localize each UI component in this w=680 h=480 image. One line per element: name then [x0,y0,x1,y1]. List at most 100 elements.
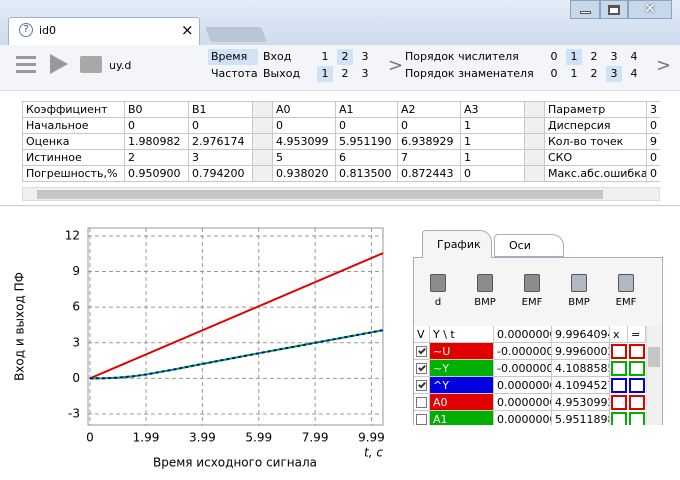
table-cell: 0 [189,118,253,134]
order-option[interactable]: 3 [606,66,622,82]
table-cell: 4.953099 [273,134,336,150]
series-toggle[interactable] [611,378,627,393]
grid-scrollbar[interactable] [646,326,662,425]
y-tick-label: -3 [68,406,80,420]
y-tick-label: 0 [72,371,80,385]
channel-option[interactable]: 3 [361,67,369,80]
tab[interactable]: ? id0 × [8,17,200,45]
panel-button[interactable]: EMF [615,297,637,308]
channel-option[interactable]: 2 [337,49,353,65]
order-option[interactable]: 3 [610,50,618,63]
table-cell: 0.950900 [125,166,189,182]
series-toggle[interactable] [629,344,645,359]
grid-header: = [628,326,646,343]
order-label: Порядок числителя [405,50,519,63]
series-toggle[interactable] [629,361,645,376]
grid-value: 4.1088585 [552,360,610,377]
table-cell: Кол-во точек [545,134,647,150]
table-cell: 2.976174 [189,134,253,150]
button-icon[interactable] [477,274,493,292]
table-cell: 0.938020 [273,166,336,182]
checkbox[interactable] [416,363,427,374]
series-label: ^Y [430,377,494,394]
grid-scroll-thumb[interactable] [648,347,660,367]
series-toggle[interactable] [611,412,627,425]
y-tick-label: 6 [72,300,80,314]
table-cell: СКО [545,150,647,166]
series-toggle[interactable] [611,361,627,376]
channel-option[interactable]: 2 [341,67,349,80]
table-cell: 1 [461,150,525,166]
button-icon[interactable] [571,274,587,292]
open-icon[interactable] [80,56,102,73]
order-option[interactable]: 1 [570,67,578,80]
order-option[interactable]: 1 [566,49,582,65]
series-toggle[interactable] [629,378,645,393]
new-tab[interactable] [205,27,267,42]
table-cell: 7 [398,150,461,166]
mode-option[interactable]: Частота [211,67,258,80]
channel-option[interactable]: 1 [317,66,333,82]
y-tick-label: 12 [65,228,80,242]
mode-option[interactable]: Время [208,49,258,65]
table-cell: A3 [461,102,525,118]
table-cell: Начальное [23,118,125,134]
menu-icon[interactable] [16,56,36,59]
grid-value: 0.0000000 [494,377,552,394]
panel-button[interactable]: BMP [568,297,590,308]
series-toggle[interactable] [629,395,645,410]
order-option[interactable]: 2 [590,50,598,63]
scroll-arrow[interactable]: > [656,55,672,76]
chart: -3 0 3 6 9 12 0 1.99 3.99 5.99 7.99 9.99 Время исход… [13,227,385,470]
tab-close[interactable]: × [181,21,194,39]
order-option[interactable]: 0 [550,50,558,63]
grid-header: Y \ t [430,326,494,343]
panel-button[interactable]: BMP [474,297,496,308]
grid-header: V [414,326,430,343]
separator-cell [525,150,545,166]
series-label: A0 [430,394,494,411]
checkbox-cell [414,360,430,377]
order-option[interactable]: 4 [630,50,638,63]
grid-value: 5.9511898 [552,411,610,425]
series-toggle[interactable] [611,344,627,359]
series-toggle[interactable] [611,395,627,410]
table-cell: 2 [125,150,189,166]
channel-option[interactable]: 3 [361,50,369,63]
x-tick-label: 1.99 [133,431,160,445]
panel-button[interactable]: EMF [521,297,543,308]
order-option[interactable]: 4 [630,67,638,80]
checkbox[interactable] [416,380,427,391]
scrollbar[interactable] [22,187,660,201]
order-option[interactable]: 0 [550,67,558,80]
button-icon[interactable] [524,274,540,292]
scroll-arrow[interactable]: > [388,55,404,76]
table-cell: 1 [461,118,525,134]
minimize-button[interactable] [570,0,600,19]
table-cell: 0.872443 [398,166,461,182]
button-icon[interactable] [430,274,446,292]
checkbox[interactable] [416,397,427,408]
panel-tab[interactable]: График [422,230,492,258]
channel-option[interactable]: 1 [321,50,329,63]
checkbox[interactable] [416,346,427,357]
series-toggle[interactable] [629,412,645,425]
table-cell: B0 [125,102,189,118]
grid-header: 0.0000000 [494,326,552,343]
tab-title: id0 [39,24,57,37]
grid-header: 9.9964094 [552,326,610,343]
maximize-button[interactable] [600,0,628,19]
order-option[interactable]: 2 [590,67,598,80]
play-icon[interactable] [50,54,68,74]
close-button[interactable]: ✕ [628,0,672,19]
grid-value: 9.9960002 [552,343,610,360]
grid-value: 4.9530992 [552,394,610,411]
table-cell: 0.794200 [189,166,253,182]
button-icon[interactable] [618,274,634,292]
checkbox[interactable] [416,414,427,425]
panel-button[interactable]: d [434,297,442,308]
separator-cell [525,166,545,182]
panel-tab[interactable]: Оси [494,234,564,257]
table-cell: 6 [336,150,398,166]
series-line [89,329,384,380]
